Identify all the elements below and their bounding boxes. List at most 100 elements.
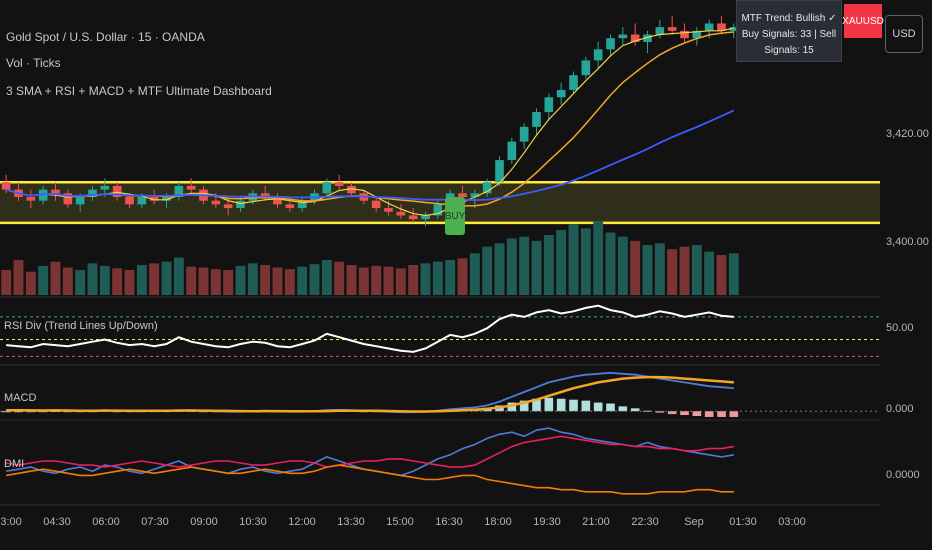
volume-bar: [445, 260, 456, 295]
macd-histogram-bar: [556, 398, 566, 412]
candle-body: [38, 189, 48, 201]
time-tick: 21:00: [582, 516, 610, 528]
macd-histogram-bar: [667, 411, 677, 415]
candle-body: [421, 215, 430, 220]
macd-histogram-bar: [519, 400, 529, 412]
macd-histogram-bar: [680, 411, 689, 416]
candle-body: [556, 89, 566, 98]
candle-body: [236, 200, 245, 209]
volume-bar: [210, 269, 221, 295]
candle-body: [285, 204, 295, 209]
volume-bar: [321, 260, 332, 295]
volume-bar: [593, 221, 604, 295]
currency-button[interactable]: USD: [885, 15, 923, 53]
volume-bar: [149, 263, 160, 295]
volume-bar: [297, 266, 308, 295]
time-tick: 18:00: [484, 516, 512, 528]
volume-bar: [284, 269, 295, 295]
candle-body: [26, 197, 36, 201]
sma-fast-line: [6, 27, 734, 217]
macd-histogram-bar: [630, 408, 640, 412]
candle-body: [260, 193, 270, 197]
symbol-price-tag: XAUUSD: [842, 4, 884, 38]
rsi-line: [6, 304, 734, 353]
volume-bar: [173, 257, 184, 295]
candle-body: [384, 208, 393, 212]
sma-mid-line: [5, 31, 734, 207]
volume-bar: [667, 249, 678, 295]
candle-body: [347, 185, 356, 194]
volume-bar: [38, 265, 49, 295]
time-tick: 03:00: [778, 516, 806, 528]
volume-bar: [309, 264, 320, 295]
candle-body: [371, 200, 381, 209]
time-tick: 10:30: [239, 516, 267, 528]
volume-bar: [112, 268, 123, 295]
candle-body: [1, 182, 11, 190]
dmi-plus-line: [6, 427, 734, 477]
time-tick: 07:30: [141, 516, 169, 528]
volume-bar: [630, 240, 641, 295]
macd-histogram-bar: [729, 411, 739, 417]
macd-histogram-bar: [717, 411, 726, 417]
candle-body: [519, 126, 529, 142]
volume-bar: [371, 265, 382, 295]
volume-bar: [642, 245, 653, 295]
volume-bar: [469, 253, 480, 295]
time-tick: 22:30: [631, 516, 659, 528]
signal-count: Buy Signals: 33 | Sell Signals: 15: [741, 29, 837, 56]
volume-bar: [531, 240, 542, 295]
candle-body: [692, 30, 702, 39]
macd-histogram-bar: [14, 411, 23, 413]
volume-bar: [25, 271, 36, 295]
candle-body: [643, 34, 652, 42]
time-tick: 01:30: [729, 516, 757, 528]
volume-bar: [124, 270, 135, 295]
volume-bar: [617, 236, 628, 295]
volume-bar: [272, 267, 283, 295]
macd-histogram-bar: [606, 403, 615, 412]
macd-pane-label: MACD: [4, 392, 37, 404]
candle-body: [507, 141, 517, 161]
candle-body: [125, 197, 134, 205]
volume-bar: [568, 224, 579, 295]
candle-body: [569, 75, 578, 90]
time-tick: 06:00: [92, 516, 120, 528]
time-tick: 12:00: [288, 516, 316, 528]
volume-bar: [543, 235, 554, 295]
volume-bar: [506, 238, 517, 295]
candle-body: [482, 182, 492, 194]
volume-bar: [223, 270, 234, 295]
volume-bar: [247, 263, 258, 295]
price-tick: 3,420.00: [886, 128, 929, 140]
candle-body: [149, 197, 159, 201]
macd-histogram-bar: [581, 400, 591, 412]
volume-bar: [716, 255, 727, 295]
volume-bar: [728, 253, 739, 295]
candle-body: [396, 211, 406, 216]
volume-bar: [408, 265, 419, 295]
candle-body: [606, 38, 615, 50]
volume-bar: [494, 243, 505, 295]
volume-bar: [50, 261, 61, 295]
support-zone: [0, 182, 880, 223]
dmi-tick: 0.0000: [886, 469, 920, 481]
macd-histogram-bar: [704, 411, 714, 417]
rsi-pane-label: RSI Div (Trend Lines Up/Down): [4, 320, 158, 332]
candle-body: [63, 193, 73, 205]
macd-histogram-bar: [593, 402, 603, 412]
candle-body: [495, 160, 504, 183]
dmi-minus-line: [6, 435, 734, 468]
candle-body: [655, 27, 665, 35]
candle-body: [618, 34, 628, 39]
volume-bar: [13, 260, 24, 295]
volume-bar: [62, 267, 73, 295]
time-tick: 03:00: [0, 516, 22, 528]
candle-body: [75, 197, 85, 205]
sma-slow-line: [5, 109, 735, 202]
candle-body: [630, 34, 640, 42]
candle-body: [211, 200, 221, 205]
candle-body: [322, 182, 332, 194]
candle-body: [297, 200, 307, 209]
